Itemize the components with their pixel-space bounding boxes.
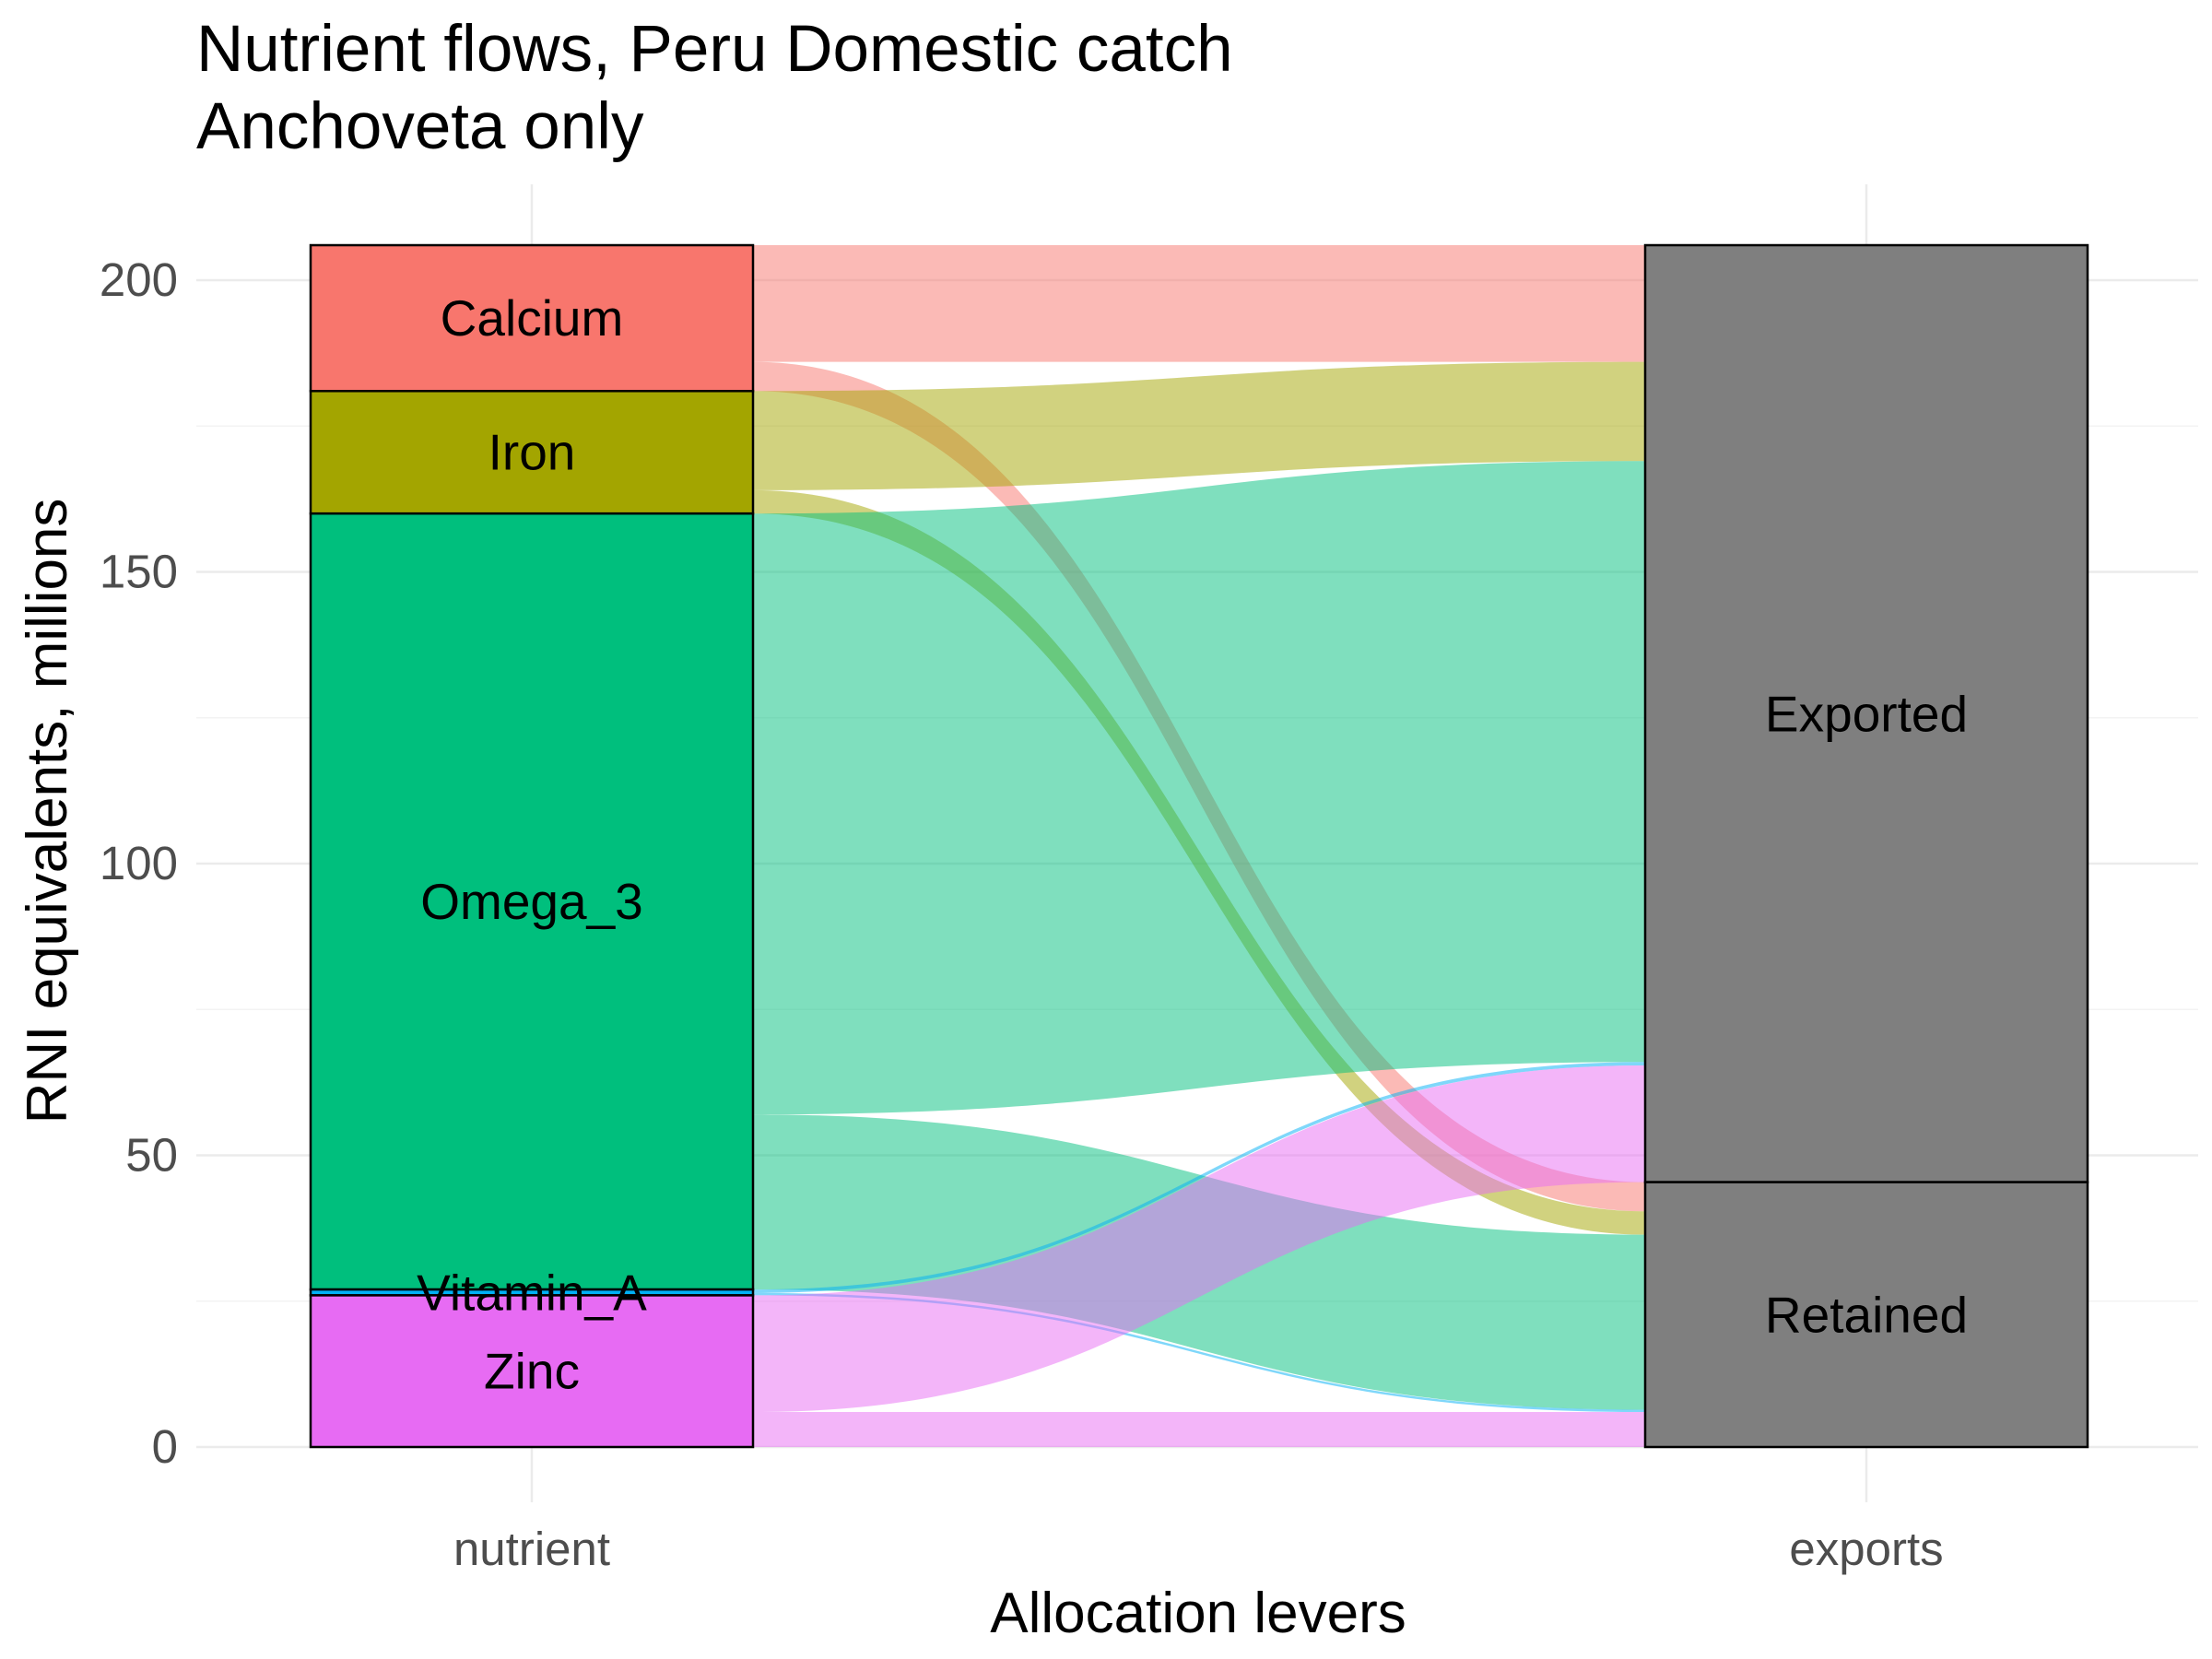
x-axis-title: Allocation levers [990,1582,1406,1645]
chart-subtitle: Anchoveta only [196,90,644,163]
flow-zinc-exported [311,1065,2088,1413]
stratum-iron [309,390,755,515]
y-tick-label: 50 [125,1129,178,1182]
stratum-exported [1643,243,2089,1183]
stratum-label-retained: Retained [1765,1286,1968,1343]
chart-title: Nutrient flows, Peru Domestic catch [196,13,1233,86]
stratum-label-zinc: Zinc [484,1343,580,1400]
stratum-label-calcium: Calcium [441,289,624,347]
stratum-label-omega_3: Omega_3 [420,873,643,930]
stratum-retained [1643,1181,2089,1449]
y-tick-label: 100 [100,837,178,889]
flows [311,245,2088,1447]
stratum-label-vitamin_a: Vitamin_A [417,1264,647,1321]
stratum-label-exported: Exported [1765,685,1968,742]
stratum-calcium [309,243,755,393]
flow-omega_3-exported [311,461,2088,1115]
y-tick-label: 200 [100,253,178,306]
flow-calcium-exported [311,245,2088,362]
stratum-zinc [309,1294,755,1449]
flow-zinc-retained [311,1412,2088,1447]
flow-iron-exported [311,361,2088,490]
ticks: 0 50 100 150 200 nutrient exports [100,253,1944,1575]
stratum-label-iron: Iron [488,424,576,481]
y-tick-label: 150 [100,546,178,598]
x-tick-label-exports: exports [1789,1523,1943,1575]
flow-vitamin_a-retained [311,1292,2088,1413]
stratum-omega_3 [309,512,755,1291]
x-tick-label-nutrient: nutrient [453,1523,610,1575]
y-axis-title: RNI equivalents, millions [16,498,79,1124]
strata: Calcium Iron Omega_3 Vitamin_A Zinc Exported R… [309,243,2089,1449]
flow-vitamin_a-exported [311,1062,2088,1293]
y-tick-label: 0 [152,1420,178,1473]
